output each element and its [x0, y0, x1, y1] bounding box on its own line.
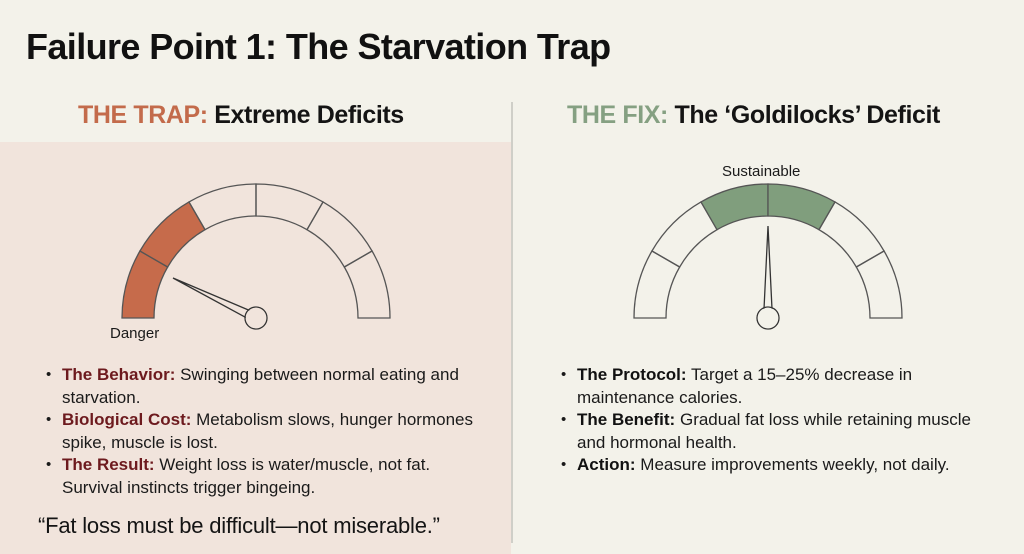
quote: “Fat loss must be difficult—not miserabl…	[38, 513, 440, 538]
gauge-needle	[172, 277, 250, 319]
list-item: Biological Cost: Metabolism slows, hunge…	[46, 409, 486, 454]
list-item: The Result: Weight loss is water/muscle,…	[46, 454, 486, 499]
gauge-segment	[767, 183, 836, 231]
fix-heading: THE FIX: The ‘Goldilocks’ Deficit	[567, 101, 940, 130]
list-item: Action: Measure improvements weekly, not…	[561, 454, 981, 477]
column-divider	[511, 102, 513, 543]
gauge-segment	[633, 250, 681, 319]
trap-heading-text: Extreme Deficits	[214, 101, 404, 129]
trap-bullet-list: The Behavior: Swinging between normal ea…	[46, 364, 486, 499]
page-title: Failure Point 1: The Starvation Trap	[26, 26, 611, 67]
fix-tag: THE FIX:	[567, 101, 668, 129]
sustainable-label: Sustainable	[722, 163, 801, 180]
gauge-needle	[763, 225, 773, 310]
gauge-segment	[343, 250, 391, 319]
list-item: The Behavior: Swinging between normal ea…	[46, 364, 486, 409]
list-item: The Protocol: Target a 15–25% decrease i…	[561, 364, 981, 409]
trap-tag: THE TRAP:	[78, 101, 208, 129]
trap-heading: THE TRAP: Extreme Deficits	[78, 101, 404, 130]
danger-gauge	[121, 183, 391, 330]
fix-bullet-list: The Protocol: Target a 15–25% decrease i…	[561, 364, 981, 477]
gauge-segment	[700, 183, 769, 231]
list-item: The Benefit: Gradual fat loss while reta…	[561, 409, 981, 454]
gauge-segment	[255, 183, 324, 231]
needle-hub	[244, 306, 268, 330]
gauge-segment	[855, 250, 903, 319]
danger-label: Danger	[110, 325, 160, 342]
needle-hub	[756, 306, 780, 330]
fix-heading-text: The ‘Goldilocks’ Deficit	[674, 101, 941, 129]
sustainable-gauge	[633, 183, 903, 330]
